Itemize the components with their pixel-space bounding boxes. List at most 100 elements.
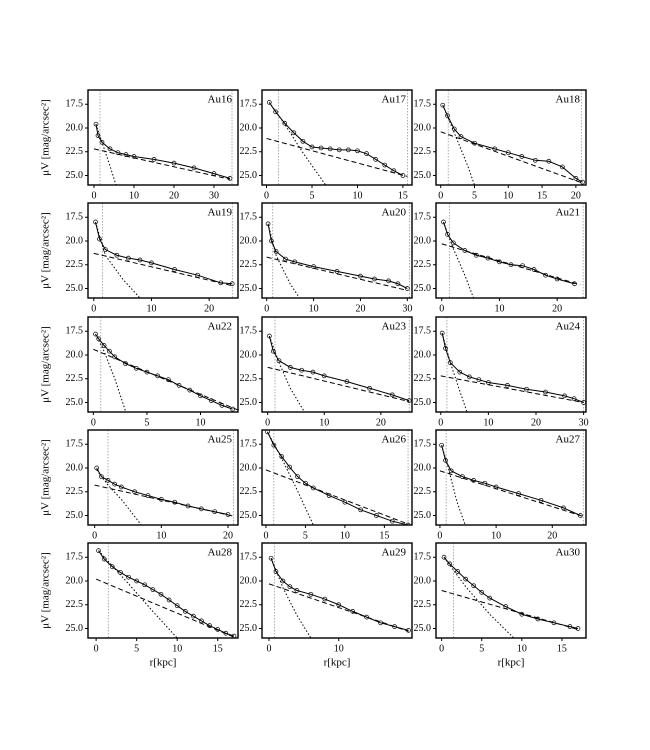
profile-dashed [441, 243, 581, 286]
frame [261, 89, 413, 186]
data-point [457, 369, 463, 375]
data-point [439, 330, 445, 336]
x-tick-label: 20 [552, 303, 562, 314]
data-point [229, 281, 235, 287]
data-point [327, 146, 333, 152]
y-tick-label: 22.5 [66, 146, 84, 157]
y-tick-label: 25.0 [66, 170, 84, 181]
x-tick-label: 5 [310, 190, 315, 201]
data-point [126, 255, 131, 261]
profile-solid [441, 333, 584, 403]
y-tick-label: 20.0 [240, 575, 258, 586]
x-tick-label: 20 [204, 303, 214, 314]
x-tick-label: 5 [134, 643, 139, 654]
data-point [476, 377, 482, 383]
profile-solid [441, 445, 581, 516]
y-tick-label: 25.0 [240, 510, 258, 521]
y-tick-label: 22.5 [414, 486, 432, 497]
plot-area [93, 203, 235, 298]
data-point [571, 396, 577, 402]
y-tick-label: 20.0 [414, 235, 432, 246]
data-point [95, 133, 101, 138]
data-point [406, 398, 412, 403]
frame [87, 89, 239, 186]
data-point [443, 458, 448, 463]
y-tick-label: 25.0 [66, 623, 84, 634]
y-tick-label: 20.0 [66, 235, 84, 246]
plot-area [265, 203, 410, 298]
x-tick-label: 5 [479, 643, 484, 654]
data-point [505, 150, 511, 156]
y-tick-label: 20.0 [414, 462, 432, 473]
panel: Au21 17.5 20.0 22.5 25.0 0 10 20 [414, 202, 587, 314]
data-point [364, 614, 370, 620]
y-tick-label: 17.5 [240, 99, 258, 110]
y-tick-label: 17.5 [66, 212, 84, 223]
data-point [126, 574, 131, 580]
y-axis-label: μV [mag/arcsec²] [40, 552, 52, 628]
panel-title: Au24 [556, 321, 581, 333]
data-point [392, 624, 397, 629]
data-point [535, 616, 541, 622]
y-tick-label: 25.0 [414, 397, 432, 408]
frame [261, 202, 413, 299]
data-point [336, 602, 342, 608]
data-point [479, 590, 485, 595]
profile-solid [95, 333, 233, 410]
y-tick-label: 20.0 [414, 122, 432, 133]
data-point [372, 276, 377, 282]
x-tick-label: 0 [266, 643, 271, 654]
profile-dotted [98, 550, 178, 638]
y-tick-label: 22.5 [414, 373, 432, 384]
data-point [350, 609, 356, 614]
profile-solid [95, 221, 233, 285]
data-point [471, 583, 477, 589]
data-point [283, 256, 288, 262]
x-tick-label: 10 [196, 417, 206, 428]
profile-dotted [268, 102, 327, 185]
y-axis-label: μV [mag/arcsec²] [40, 212, 52, 288]
data-point [355, 148, 360, 154]
data-point [176, 383, 182, 388]
data-point [273, 249, 279, 254]
y-tick-label: 17.5 [66, 439, 84, 450]
y-tick-label: 22.5 [240, 259, 258, 270]
profile-dashed [95, 578, 235, 638]
panel: Au26 17.5 20.0 22.5 25.0 0 5 10 15 [240, 429, 413, 541]
x-tick-label: 20 [223, 530, 233, 541]
profile-dashed [266, 137, 408, 177]
data-point [300, 138, 306, 144]
data-point [463, 576, 469, 582]
data-point [471, 478, 476, 483]
y-tick-label: 20.0 [66, 122, 84, 133]
data-point [404, 286, 410, 291]
data-point [287, 365, 293, 370]
profile-solid [443, 556, 579, 629]
data-point [279, 454, 285, 459]
data-point [150, 587, 156, 592]
data-point [462, 248, 468, 253]
x-tick-label: 20 [547, 530, 557, 541]
profile-dashed [93, 348, 238, 411]
profile-dashed [94, 484, 235, 517]
data-point [294, 588, 300, 593]
y-tick-label: 25.0 [414, 623, 432, 634]
frame [435, 316, 587, 413]
y-tick-label: 17.5 [66, 326, 84, 337]
data-point [543, 389, 548, 395]
data-point [395, 281, 401, 287]
panel-title: Au23 [382, 321, 407, 333]
frame [261, 429, 413, 526]
x-tick-label: 0 [264, 303, 269, 314]
y-axis-label: μV [mag/arcsec²] [40, 99, 52, 175]
data-point [99, 139, 105, 145]
x-tick-label: 10 [494, 303, 504, 314]
profile-dotted [443, 221, 474, 298]
frame [261, 542, 413, 639]
data-point [443, 346, 448, 351]
panel: Au24 17.5 20.0 22.5 25.0 0 10 20 30 [414, 316, 589, 428]
y-tick-label: 22.5 [66, 486, 84, 497]
data-point [166, 597, 172, 603]
panel-title: Au28 [208, 547, 233, 559]
x-tick-label: 0 [94, 643, 99, 654]
